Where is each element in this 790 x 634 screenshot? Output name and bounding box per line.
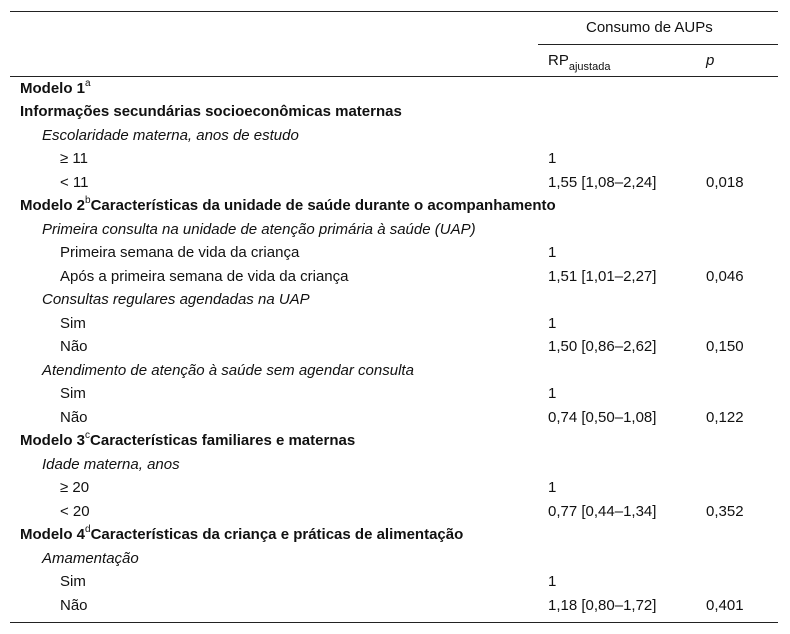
- row-label: Sim: [60, 314, 86, 332]
- label-text: Características familiares e maternas: [90, 432, 356, 449]
- label-text: Características da unidade de saúde dura…: [90, 197, 556, 214]
- row-label: Primeira consulta na unidade de atenção …: [42, 220, 476, 238]
- row-label: Não: [60, 338, 88, 355]
- table-row: Sim 1: [0, 312, 790, 336]
- row-label: Modelo 4dCaracterísticas da criança e pr…: [20, 525, 463, 545]
- rp-value: 1: [548, 385, 557, 402]
- table-row: Modelo 4dCaracterísticas da criança e pr…: [0, 523, 790, 547]
- rp-value: 1,18 [0,80–1,72]: [548, 596, 657, 614]
- rp-value: 1,51 [1,01–2,27]: [548, 267, 657, 285]
- row-label: Modelo 1a: [20, 77, 91, 99]
- footnote-mark: c: [85, 430, 91, 441]
- table-row: Primeira consulta na unidade de atenção …: [0, 218, 790, 242]
- footnote-mark: b: [85, 195, 91, 206]
- row-label: Consultas regulares agendadas na UAP: [42, 291, 310, 308]
- rp-value: 1,50 [0,86–2,62]: [548, 338, 657, 355]
- row-label: Escolaridade materna, anos de estudo: [42, 126, 299, 144]
- p-value: 0,122: [706, 408, 744, 426]
- rp-value: 1: [548, 150, 557, 167]
- row-label: ≥ 11: [60, 150, 88, 167]
- rp-value: 1,55 [1,08–2,24]: [548, 173, 657, 191]
- row-label: Não: [60, 408, 88, 426]
- row-label: < 20: [60, 502, 90, 520]
- row-label: < 11: [60, 173, 89, 191]
- table-row: Amamentação: [0, 547, 790, 571]
- col-header-sub: ajustada: [568, 61, 611, 73]
- row-label: Modelo 3cCaracterísticas familiares e ma…: [20, 431, 355, 451]
- table-row: Após a primeira semana de vida da crianç…: [0, 265, 790, 289]
- table-row: ≥ 20 1: [0, 476, 790, 500]
- table-row: Não 1,18 [0,80–1,72] 0,401: [0, 594, 790, 618]
- row-label: Informações secundárias socioeconômicas …: [20, 103, 402, 120]
- table-row: Modelo 3cCaracterísticas familiares e ma…: [0, 429, 790, 453]
- rp-value: 1: [548, 573, 557, 590]
- table-row: Primeira semana de vida da criança 1: [0, 241, 790, 265]
- rp-value: 0,74 [0,50–1,08]: [548, 408, 657, 426]
- row-label: Amamentação: [42, 549, 139, 567]
- table-row: Modelo 2bCaracterísticas da unidade de s…: [0, 194, 790, 218]
- row-label: Idade materna, anos: [42, 455, 180, 473]
- label-text: Características da criança e práticas de…: [90, 526, 464, 543]
- row-label: Não: [60, 596, 88, 614]
- p-value: 0,352: [706, 502, 744, 520]
- rp-value: 1: [548, 244, 557, 261]
- table-row: Não 1,50 [0,86–2,62] 0,150: [0, 335, 790, 359]
- rule: [10, 11, 778, 12]
- table-row: Sim 1: [0, 570, 790, 594]
- group-header: Consumo de AUPs: [586, 19, 713, 36]
- footnote-mark: d: [85, 524, 91, 535]
- footnote-mark: a: [85, 77, 91, 89]
- col-header-text: RP: [548, 52, 569, 69]
- rule: [10, 622, 778, 623]
- row-label: Primeira semana de vida da criança: [60, 244, 300, 261]
- label-text: Modelo 2: [20, 197, 86, 214]
- table-row: Não 0,74 [0,50–1,08] 0,122: [0, 406, 790, 430]
- col-header: RPajustada: [548, 51, 611, 73]
- label-text: Modelo 4: [20, 526, 86, 543]
- table-row: Idade materna, anos: [0, 453, 790, 477]
- table-row: < 11 1,55 [1,08–2,24] 0,018: [0, 171, 790, 195]
- table-row: Consultas regulares agendadas na UAP: [0, 288, 790, 312]
- col-header: p: [706, 52, 715, 69]
- row-label: Atendimento de atenção à saúde sem agend…: [42, 361, 414, 379]
- row-label: Sim: [60, 573, 86, 590]
- rule: [10, 76, 778, 77]
- table-row: Escolaridade materna, anos de estudo: [0, 124, 790, 148]
- rp-value: 1: [548, 314, 557, 332]
- p-value: 0,018: [706, 173, 744, 191]
- row-label: Sim: [60, 385, 86, 402]
- table-row: Sim 1: [0, 382, 790, 406]
- table-row: < 20 0,77 [0,44–1,34] 0,352: [0, 500, 790, 524]
- row-label: ≥ 20: [60, 479, 90, 496]
- table-row: Atendimento de atenção à saúde sem agend…: [0, 359, 790, 383]
- rp-value: 0,77 [0,44–1,34]: [548, 502, 657, 520]
- p-value: 0,046: [706, 267, 744, 285]
- label-text: Modelo 1: [20, 79, 86, 97]
- row-label: Modelo 2bCaracterísticas da unidade de s…: [20, 196, 556, 216]
- p-value: 0,150: [706, 338, 744, 355]
- p-value: 0,401: [706, 596, 744, 614]
- label-text: Modelo 3: [20, 432, 86, 449]
- rp-value: 1: [548, 479, 557, 496]
- table-row: Informações secundárias socioeconômicas …: [0, 100, 790, 124]
- table-row: Modelo 1a: [0, 77, 790, 101]
- rule: [538, 44, 778, 45]
- row-label: Após a primeira semana de vida da crianç…: [60, 267, 349, 285]
- table-row: ≥ 11 1: [0, 147, 790, 171]
